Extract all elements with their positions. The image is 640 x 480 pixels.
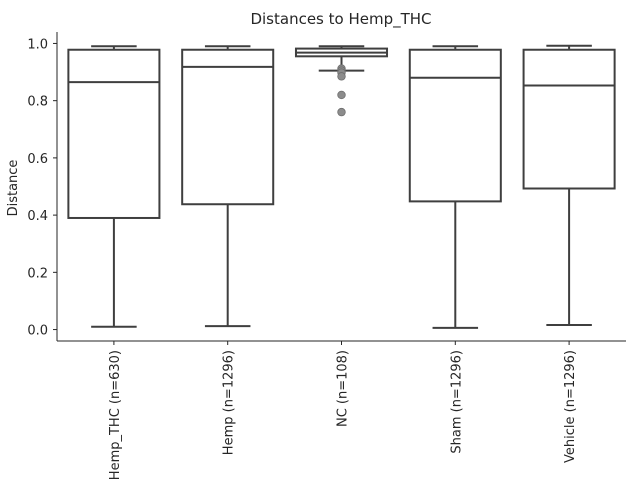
- iqr-box: [408, 48, 502, 203]
- y-axis-label: Distance: [6, 160, 21, 217]
- x-tick-label: Sham (n=1296): [449, 350, 464, 454]
- y-tick-label: 1.0: [27, 37, 48, 52]
- outlier-point: [337, 107, 346, 117]
- y-tick-label: 0.2: [27, 266, 48, 281]
- box-2: [181, 45, 275, 328]
- iqr-box: [522, 48, 616, 190]
- boxes-group: [67, 44, 616, 329]
- outlier-point: [337, 72, 346, 81]
- box-5: [522, 44, 616, 326]
- box-4: [408, 45, 502, 329]
- y-tick-label: 0.4: [27, 209, 48, 224]
- box-3: [294, 45, 389, 117]
- x-tick-label: Hemp (n=1296): [222, 350, 237, 455]
- x-tick-label: NC (n=108): [336, 350, 351, 427]
- x-tick-label: Vehicle (n=1296): [563, 350, 578, 463]
- y-tick-label: 0.8: [27, 95, 48, 110]
- iqr-box: [67, 48, 161, 219]
- y-ticks-group: 0.0 0.2 0.4 0.6 0.8 1.0: [27, 37, 57, 339]
- x-ticks-group: Hemp_THC (n=630) Hemp (n=1296) NC (n=108) S…: [108, 341, 578, 480]
- x-tick-label: Hemp_THC (n=630): [108, 350, 123, 480]
- box-1: [67, 45, 161, 328]
- y-tick-label: 0.0: [27, 324, 48, 339]
- y-tick-label: 0.6: [27, 152, 48, 167]
- iqr-box: [181, 48, 275, 206]
- chart-title: Distances to Hemp_THC: [250, 10, 431, 29]
- outlier-point: [337, 90, 346, 100]
